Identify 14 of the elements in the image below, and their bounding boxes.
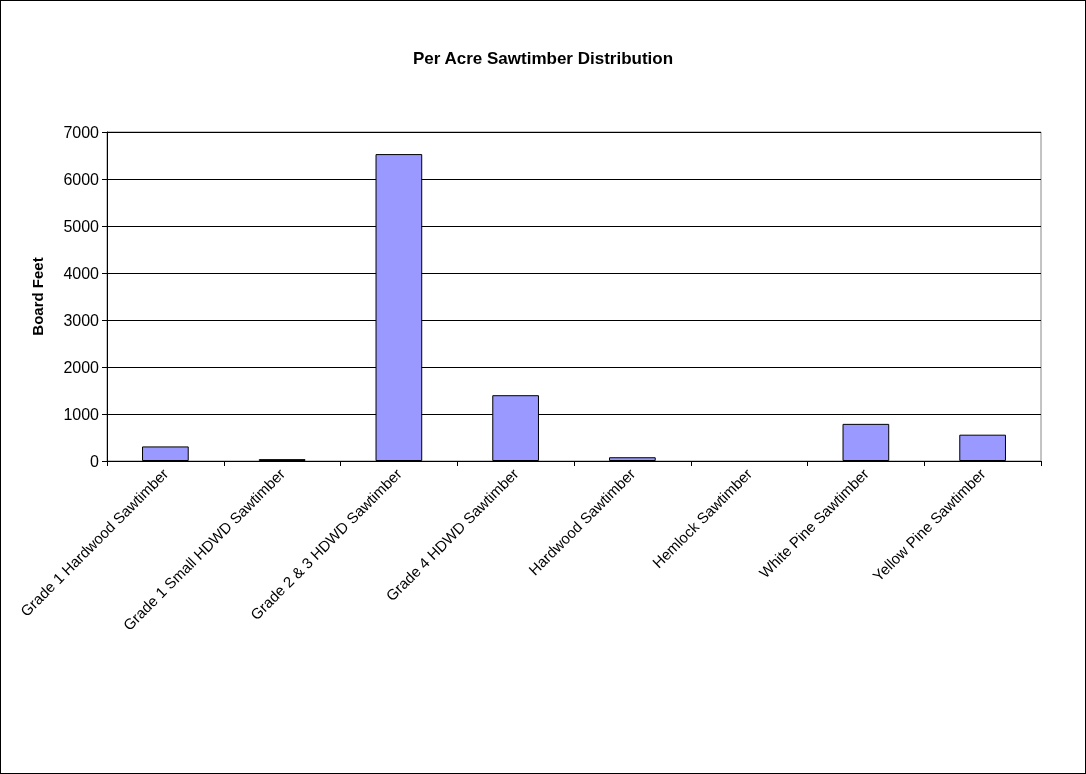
bar <box>842 423 890 461</box>
y-axis-title: Board Feet <box>29 257 46 336</box>
y-tick-label: 6000 <box>63 170 100 188</box>
chart-title: Per Acre Sawtimber Distribution <box>412 49 674 68</box>
y-tick-label: 7000 <box>63 123 100 141</box>
bar <box>959 434 1006 461</box>
y-tick-label: 4000 <box>63 264 100 282</box>
y-tick-label: 2000 <box>63 358 100 376</box>
y-tick-label: 3000 <box>63 311 100 329</box>
y-tick-label: 5000 <box>63 217 100 235</box>
bar <box>609 457 656 461</box>
y-tick-label: 1000 <box>63 405 100 423</box>
y-tick-label: 0 <box>90 452 100 470</box>
bar <box>142 446 189 461</box>
